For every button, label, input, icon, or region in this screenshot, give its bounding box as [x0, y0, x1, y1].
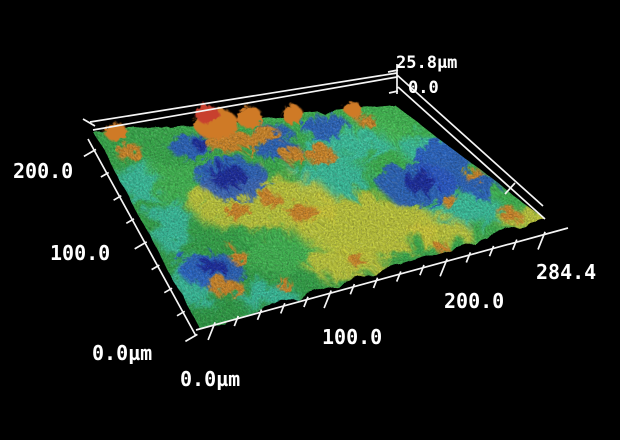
surface-region-peak: [281, 102, 301, 123]
surface-region-peak-top: [193, 103, 218, 122]
x-axis-tick-label-200: 200.0: [444, 289, 505, 313]
y-axis-tick-label-100: 100.0: [50, 241, 111, 265]
x-axis-tick-label-0: 0.0µm: [180, 367, 241, 391]
y-axis-tick-label-200: 200.0: [13, 159, 74, 183]
x-axis-tick-label-max: 284.4: [536, 260, 597, 284]
axes-frame: [82, 64, 569, 343]
y-axis-tick-label-0: 0.0µm: [92, 341, 153, 365]
axis-lines: [87, 138, 569, 337]
axis-ticks: [83, 148, 546, 343]
z-axis-max-label: 25.8µm: [396, 53, 458, 73]
box-edges: [82, 64, 546, 220]
x-axis-tick-label-100: 100.0: [322, 325, 383, 349]
surface-peaks: [102, 100, 360, 139]
z-axis-min-label: 0.0: [408, 78, 439, 98]
surface-region-peak: [234, 104, 261, 127]
surface-region-peak: [102, 121, 126, 139]
surface-region-peak: [342, 100, 360, 115]
